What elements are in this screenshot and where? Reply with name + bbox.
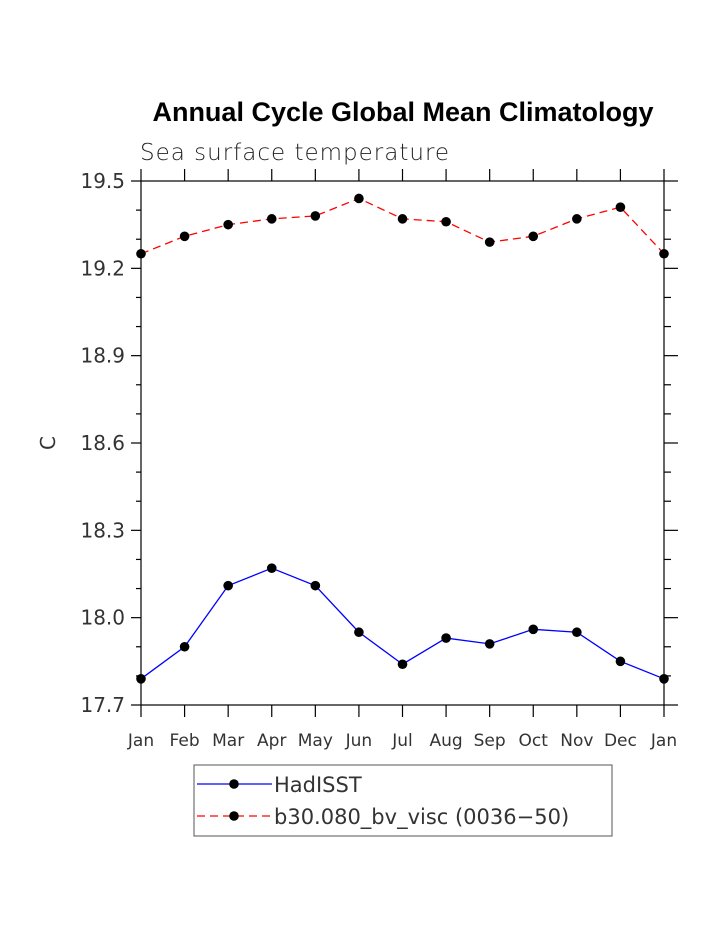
chart-title: Annual Cycle Global Mean Climatology [152,97,653,127]
legend-marker [229,811,239,821]
data-point [179,641,190,652]
x-tick-label: Jan [650,731,677,751]
data-point [266,214,277,224]
legend-label-1: b30.080_bv_visc (0036−50) [274,805,569,830]
x-tick-label: Dec [604,731,637,751]
y-tick-label: 18.9 [80,344,125,368]
y-axis-label: C [36,436,60,450]
legend-label-0: HadISST [274,773,362,797]
data-point [310,211,321,221]
data-point [354,193,364,204]
x-tick-label: Jun [345,731,373,751]
data-point [397,659,408,670]
x-tick-label: Jan [127,731,154,751]
x-tick-label: Aug [429,731,462,751]
x-tick-label: Feb [170,731,200,751]
data-point [441,633,451,643]
data-point [572,627,582,638]
data-point [528,624,539,635]
y-tick-label: 19.2 [80,256,125,280]
legend-box [193,764,613,837]
data-point [310,580,321,591]
x-tick-label: Sep [474,731,506,751]
data-point [615,656,626,667]
y-tick-label: 18.3 [80,518,125,542]
data-point [528,231,539,242]
data-point [659,674,669,684]
data-point [223,219,233,230]
data-point [659,248,669,259]
series-line-1 [140,197,665,255]
data-point [397,214,408,224]
y-tick-label: 17.7 [80,693,125,717]
x-tick-label: May [298,731,333,751]
legend: HadISST b30.080_bv_visc (0036−50) [193,764,613,837]
axis-ticks: 17.7 18.0 18.3 18.6 18.9 19.2 19.5 Jan Feb Mar Apr… [80,169,678,751]
y-tick-label: 18.6 [80,431,125,455]
chart-subtitle: Sea surface temperature [140,140,450,166]
data-point [354,627,364,638]
x-tick-label: Oct [519,731,549,751]
x-tick-label: Nov [560,731,593,751]
y-tick-label: 18.0 [80,606,125,630]
plot-frame [140,180,665,706]
x-tick-label: Mar [212,731,244,751]
data-point [441,216,451,227]
data-point [266,563,277,573]
x-tick-label: Apr [257,731,286,751]
data-point [484,639,495,649]
data-point [179,231,190,242]
legend-marker [229,779,239,789]
x-tick-label: Jul [391,731,413,751]
data-point [136,674,146,684]
data-point [572,214,582,224]
data-point [223,580,233,591]
data-point [615,202,626,212]
series-layer [136,193,669,684]
data-point [484,237,495,247]
y-tick-label: 19.5 [80,169,125,193]
data-point [136,248,146,259]
